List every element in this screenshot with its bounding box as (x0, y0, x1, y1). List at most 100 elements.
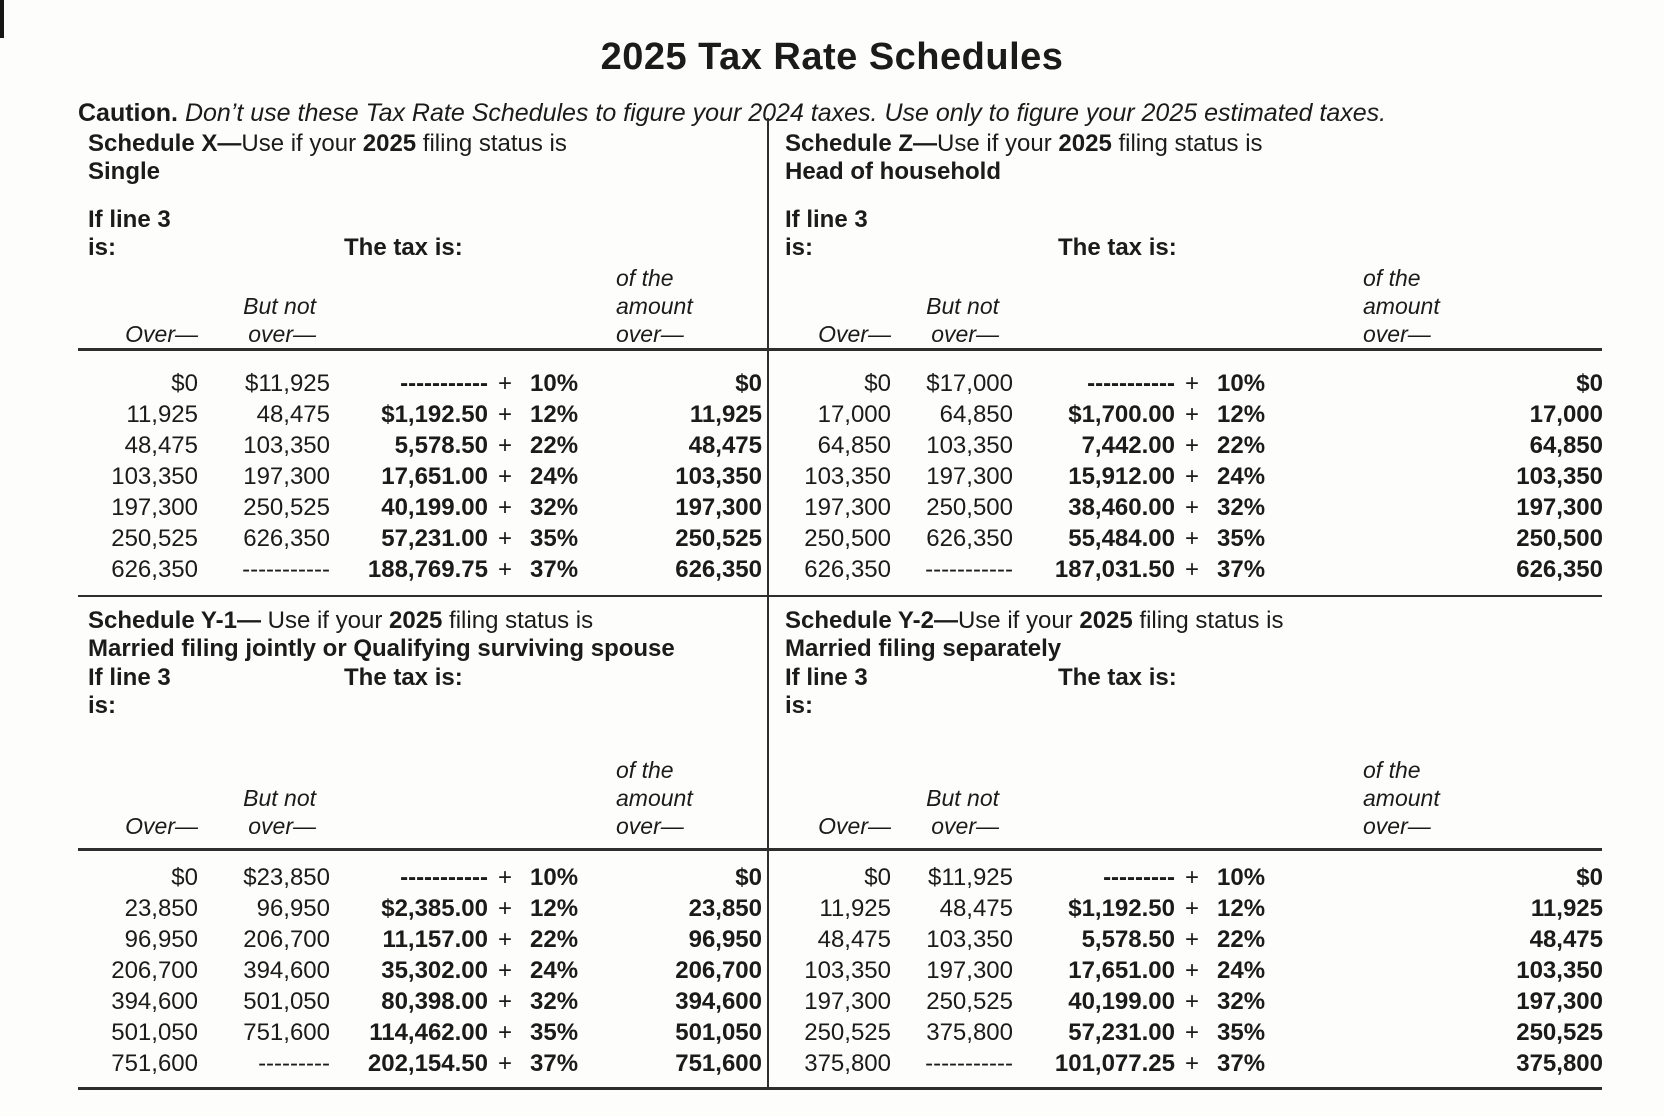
is-label: is: (785, 692, 814, 719)
over-line: over— (248, 321, 316, 347)
over-value: 103,350 (804, 462, 891, 490)
but-not-over-value: --------- (258, 1049, 330, 1077)
rate-value: 12% (530, 894, 579, 922)
over-value: 197,300 (804, 493, 891, 521)
base-tax-value: 17,651.00 (381, 462, 488, 490)
of-amount-over-column-header: of the amount over— (616, 756, 693, 840)
rate-value: 10% (1217, 863, 1266, 891)
but-not-over-value: 103,350 (243, 431, 330, 459)
but-not-over-value: 394,600 (243, 956, 330, 984)
rate-value: 24% (530, 956, 579, 984)
but-not-over-column-header: But not over— (198, 292, 316, 348)
over-line: over— (1363, 321, 1431, 347)
over-column-header: Over— (818, 321, 891, 347)
the-tax-is-label: The tax is: (1058, 234, 1177, 261)
base-tax-value: ----------- (1087, 369, 1175, 397)
but-not-over-value: $23,850 (243, 863, 330, 891)
caution-text: Don’t use these Tax Rate Schedules to fi… (178, 99, 1387, 127)
tax-bracket-row: 250,500 626,350 55,484.00 + 35% 250,500 (783, 523, 1603, 554)
tax-bracket-row: 103,350 197,300 15,912.00 + 24% 103,350 (783, 461, 1603, 492)
of-amount-over-value: 394,600 (675, 987, 762, 1015)
but-not-line: But not (926, 785, 999, 811)
rate-value: 32% (1217, 493, 1266, 521)
base-tax-value: 187,031.50 (1054, 555, 1175, 583)
tax-bracket-row: 206,700 394,600 35,302.00 + 24% 206,700 (86, 955, 762, 986)
schedule-year: 2025 (1079, 607, 1133, 634)
over-value: 394,600 (111, 987, 198, 1015)
amount-line: amount (1363, 293, 1440, 319)
over-value: 48,475 (817, 925, 891, 953)
plus-sign: + (1184, 987, 1199, 1015)
of-amount-over-value: 250,525 (1516, 1018, 1603, 1046)
tax-bracket-row: 103,350 197,300 17,651.00 + 24% 103,350 (783, 955, 1603, 986)
plus-sign: + (497, 956, 512, 984)
over-value: 375,800 (804, 1049, 891, 1077)
over-line: over— (248, 813, 316, 839)
rate-value: 37% (1217, 555, 1266, 583)
plus-sign: + (497, 555, 512, 583)
but-not-over-value: 103,350 (926, 431, 1013, 459)
over-line: over— (616, 321, 684, 347)
over-value: $0 (171, 863, 198, 891)
over-value: 11,925 (126, 400, 198, 428)
over-value: 17,000 (817, 400, 891, 428)
but-not-line: But not (243, 293, 316, 319)
is-label: is: (785, 234, 814, 261)
rate-value: 37% (530, 1049, 579, 1077)
schedule-name: Schedule X— (88, 130, 242, 157)
over-line: over— (931, 321, 999, 347)
plus-sign: + (1184, 925, 1199, 953)
over-line: over— (616, 813, 684, 839)
of-amount-over-value: 206,700 (675, 956, 762, 984)
but-not-over-column-header: But not over— (891, 784, 999, 840)
plus-sign: + (1184, 1018, 1199, 1046)
mid-divider-rule (78, 595, 1602, 597)
plus-sign: + (497, 369, 512, 397)
over-column-header: Over— (125, 813, 198, 839)
but-not-over-value: 197,300 (926, 956, 1013, 984)
over-value: 103,350 (111, 462, 198, 490)
but-not-over-value: $17,000 (926, 369, 1013, 397)
rate-value: 12% (1217, 894, 1266, 922)
plus-sign: + (497, 1018, 512, 1046)
rate-value: 35% (530, 524, 579, 552)
rate-value: 32% (530, 493, 579, 521)
tax-bracket-row: 197,300 250,525 40,199.00 + 32% 197,300 (86, 492, 762, 523)
of-amount-over-value: 197,300 (675, 493, 762, 521)
but-not-over-value: 250,525 (243, 493, 330, 521)
over-value: 626,350 (111, 555, 198, 583)
base-tax-value: 35,302.00 (381, 956, 488, 984)
of-amount-over-value: 23,850 (688, 894, 762, 922)
base-tax-value: $2,385.00 (381, 894, 488, 922)
over-value: 626,350 (804, 555, 891, 583)
schedule-year: 2025 (1058, 130, 1112, 157)
over-value: 751,600 (111, 1049, 198, 1077)
but-not-over-value: 48,475 (256, 400, 330, 428)
tax-bracket-row: 626,350 ----------- 187,031.50 + 37% 626… (783, 554, 1603, 585)
of-amount-over-value: 11,925 (689, 400, 762, 428)
plus-sign: + (497, 462, 512, 490)
the-tax-is-label: The tax is: (344, 234, 463, 261)
tax-bracket-row: $0 $11,925 --------- + 10% $0 (783, 862, 1603, 893)
page-title: 2025 Tax Rate Schedules (600, 36, 1064, 79)
tax-bracket-row: 23,850 96,950 $2,385.00 + 12% 23,850 (86, 893, 762, 924)
base-tax-value: 57,231.00 (1068, 1018, 1175, 1046)
base-tax-value: $1,192.50 (1068, 894, 1175, 922)
plus-sign: + (497, 524, 512, 552)
plus-sign: + (497, 400, 512, 428)
schedule-name: Schedule Y-1— (88, 607, 268, 634)
tax-bracket-row: $0 $23,850 ----------- + 10% $0 (86, 862, 762, 893)
caution-label: Caution. (78, 99, 178, 127)
base-tax-value: 202,154.50 (367, 1049, 488, 1077)
of-amount-over-value: 64,850 (1529, 431, 1603, 459)
tax-bracket-table: $0 $11,925 --------- + 10% $0 11,925 48,… (783, 862, 1603, 1079)
plus-sign: + (1184, 462, 1199, 490)
base-tax-value: 80,398.00 (381, 987, 488, 1015)
of-amount-over-value: 250,500 (1516, 524, 1603, 552)
schedule-title: Schedule Z—Use if your 2025 filing statu… (785, 130, 1263, 157)
rate-value: 35% (1217, 524, 1266, 552)
of-the-line: of the (616, 757, 674, 783)
of-amount-over-value: $0 (735, 863, 762, 891)
schedule-name: Schedule Z— (785, 130, 938, 157)
over-value: $0 (864, 369, 891, 397)
